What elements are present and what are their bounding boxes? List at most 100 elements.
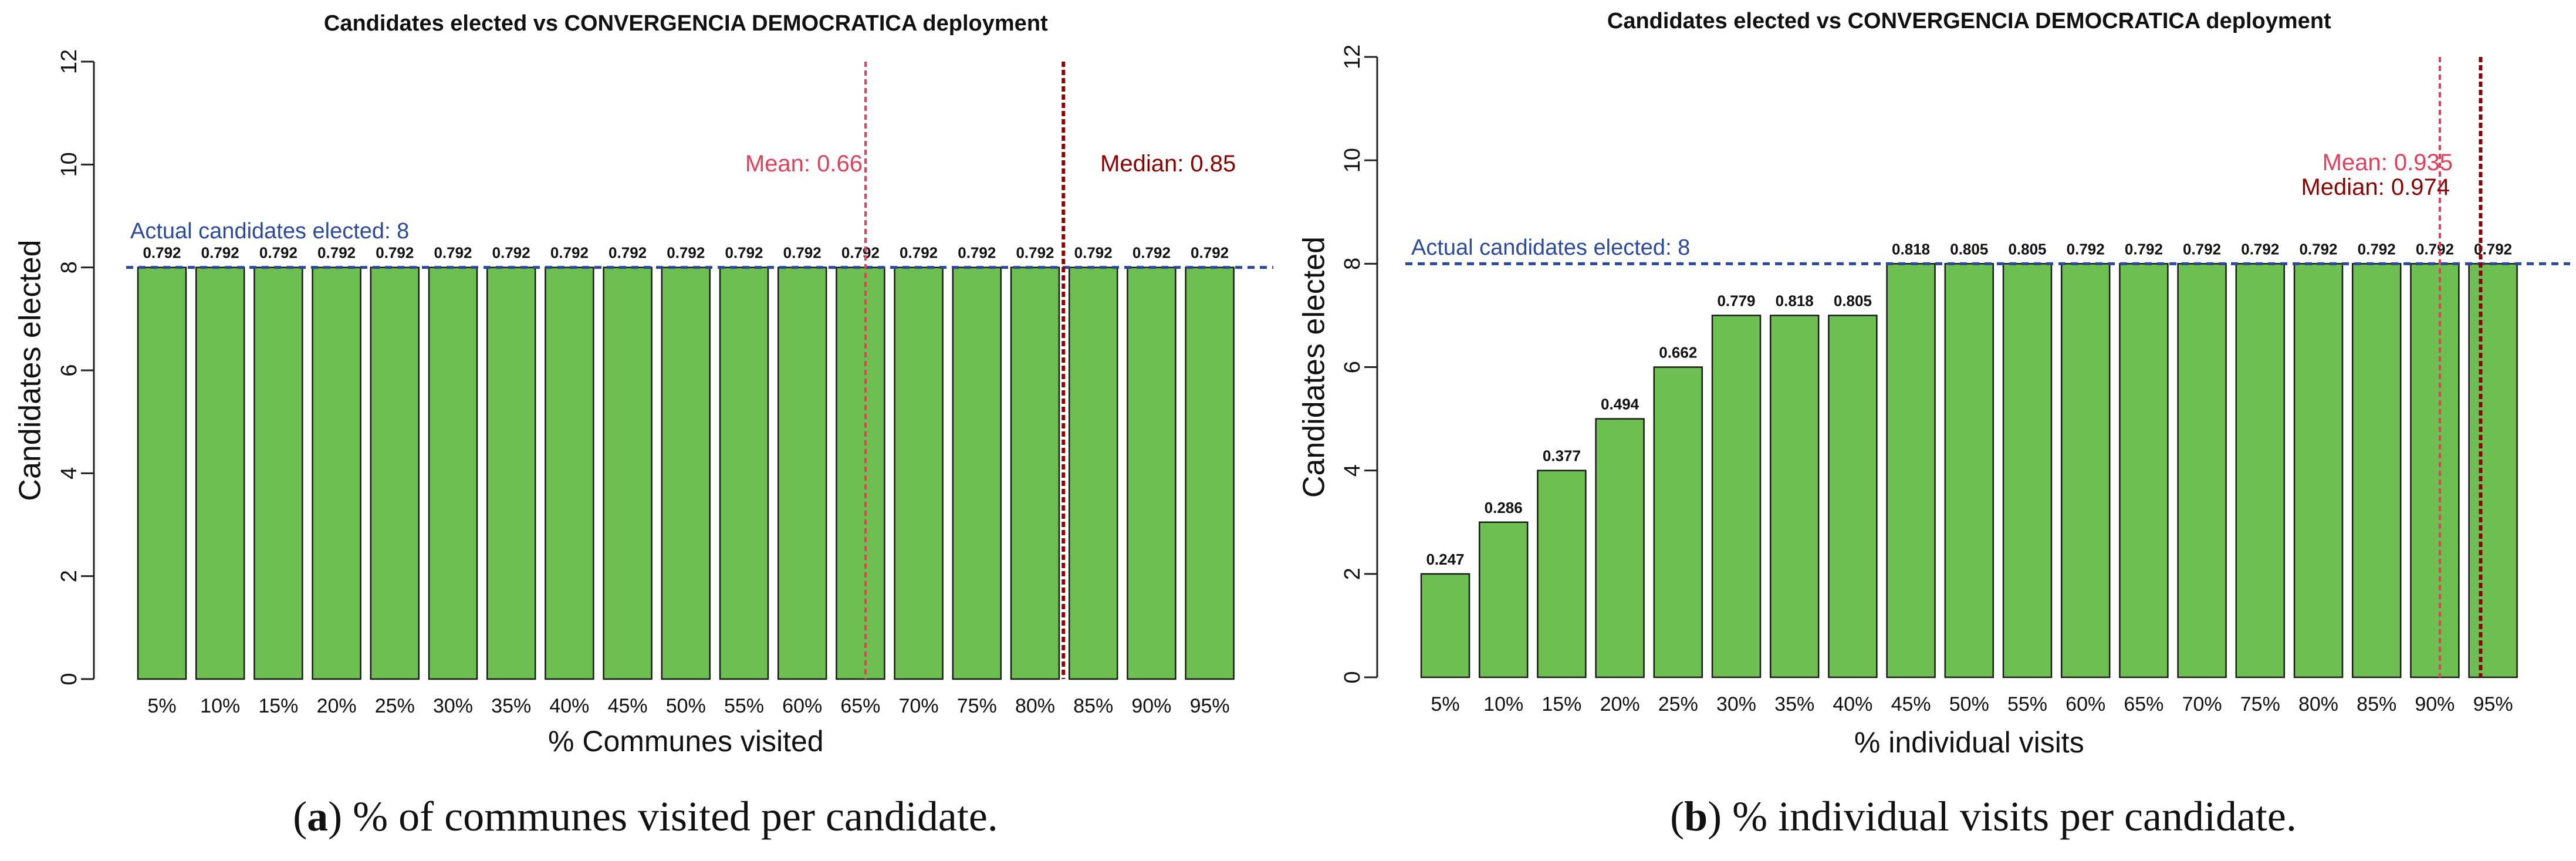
p1-data-label-85%: 0.792 [1074, 244, 1113, 262]
p2-x-tick-label-85%: 85% [2357, 693, 2396, 715]
p1-bar-20% [312, 266, 361, 680]
p1-bar-55% [719, 266, 769, 680]
p2-bar-20% [1595, 418, 1645, 678]
p2-y-tick-label-10: 10 [1340, 148, 1365, 173]
p2-reference-label: Actual candidates elected: 8 [1411, 235, 1690, 260]
p2-data-label-90%: 0.792 [2416, 240, 2454, 258]
p1-x-tick-label-35%: 35% [491, 695, 531, 717]
p1-x-tick-label-55%: 55% [724, 695, 764, 717]
p2-x-tick-label-95%: 95% [2473, 693, 2513, 715]
p2-data-label-55%: 0.805 [2008, 240, 2046, 258]
p2-bar-30% [1711, 315, 1762, 678]
p2-y-tick-label-6: 6 [1340, 361, 1365, 373]
p1-x-tick-label-85%: 85% [1073, 695, 1113, 717]
p1-data-label-5%: 0.792 [143, 244, 181, 262]
p2-bar-25% [1653, 366, 1703, 678]
p1-x-tick-label-80%: 80% [1015, 695, 1055, 717]
p2-data-label-80%: 0.792 [2299, 240, 2337, 258]
p2-bar-50% [1944, 263, 1994, 678]
p2-x-tick-label-20%: 20% [1600, 693, 1640, 715]
p1-data-label-50%: 0.792 [667, 244, 705, 262]
p2-data-label-60%: 0.792 [2067, 240, 2105, 258]
p2-bar-75% [2235, 263, 2286, 678]
p2-bar-95% [2468, 263, 2518, 678]
p1-data-label-60%: 0.792 [783, 244, 822, 262]
p2-bar-60% [2060, 263, 2111, 678]
p1-bar-60% [777, 266, 827, 680]
p1-median-label: Median: 0.85 [1100, 151, 1236, 177]
p2-x-tick-label-25%: 25% [1658, 693, 1698, 715]
p2-bar-10% [1478, 521, 1529, 678]
p2-bar-65% [2119, 263, 2169, 678]
p2-x-tick-label-80%: 80% [2298, 693, 2338, 715]
p2-mean-label: Mean: 0.935 [2323, 150, 2453, 175]
p1-y-label: Candidates elected [13, 239, 48, 501]
p1-data-label-40%: 0.792 [550, 244, 589, 262]
p2-y-tick-label-4: 4 [1340, 464, 1365, 477]
p2-data-label-25%: 0.662 [1659, 344, 1697, 362]
p2-median-label: Median: 0.974 [2301, 174, 2450, 200]
p2-x-tick-label-10%: 10% [1483, 693, 1523, 715]
p1-bar-45% [603, 266, 653, 680]
caption-b-letter: b [1684, 793, 1708, 840]
p1-x-tick-label-90%: 90% [1131, 695, 1171, 717]
p2-data-label-30%: 0.779 [1717, 292, 1755, 309]
p2-x-tick-label-60%: 60% [2065, 693, 2105, 715]
p1-bar-65% [836, 266, 885, 680]
p2-data-label-70%: 0.792 [2183, 240, 2221, 258]
p1-data-label-15%: 0.792 [259, 244, 298, 262]
p2-x-tick-label-65%: 65% [2124, 693, 2163, 715]
p1-data-label-75%: 0.792 [958, 244, 996, 262]
p1-x-tick-label-5%: 5% [147, 695, 176, 717]
p2-x-tick-label-90%: 90% [2415, 693, 2455, 715]
p1-bar-50% [661, 266, 711, 680]
p1-data-label-70%: 0.792 [900, 244, 938, 262]
p1-bar-75% [952, 266, 1002, 680]
p1-data-label-90%: 0.792 [1133, 244, 1171, 262]
caption-b: (b) % individual visits per candidate. [1670, 793, 2297, 840]
p2-data-label-15%: 0.377 [1543, 447, 1581, 465]
caption-a-text: % of communes visited per candidate. [342, 793, 998, 840]
p1-bar-25% [370, 266, 420, 680]
p1-bar-35% [486, 266, 536, 680]
p2-x-tick-label-45%: 45% [1891, 693, 1931, 715]
p2-y-tick-label-8: 8 [1340, 258, 1365, 270]
p2-data-label-50%: 0.805 [1950, 240, 1988, 258]
p1-x-label: % Communes visited [548, 725, 824, 758]
p2-x-tick-label-55%: 55% [2007, 693, 2047, 715]
p1-x-tick-label-60%: 60% [782, 695, 822, 717]
p1-y-tick-label-6: 6 [57, 364, 82, 376]
p2-data-label-40%: 0.805 [1834, 292, 1872, 309]
p2-y-tick-label-2: 2 [1340, 568, 1365, 580]
p2-title: Candidates elected vs CONVERGENCIA DEMOC… [1607, 9, 2331, 33]
p1-x-tick-label-45%: 45% [608, 695, 648, 717]
p2-bar-80% [2293, 263, 2344, 678]
p2-x-tick-label-35%: 35% [1774, 693, 1814, 715]
p1-x-tick-label-15%: 15% [258, 695, 298, 717]
p1-x-tick-label-40%: 40% [549, 695, 589, 717]
p2-data-label-75%: 0.792 [2241, 240, 2279, 258]
p2-x-tick-label-50%: 50% [1949, 693, 1989, 715]
p2-x-tick-label-75%: 75% [2240, 693, 2280, 715]
p1-bar-30% [428, 266, 478, 680]
p1-y-tick-label-12: 12 [57, 49, 82, 74]
p1-data-label-95%: 0.792 [1191, 244, 1229, 262]
p1-bar-5% [137, 266, 187, 680]
p2-bar-5% [1420, 573, 1470, 678]
p1-mean-label: Mean: 0.66 [745, 151, 863, 177]
caption-a-letter: a [307, 793, 329, 840]
p2-data-label-35%: 0.818 [1776, 292, 1814, 309]
p2-bar-35% [1769, 315, 1820, 678]
p1-data-label-25%: 0.792 [376, 244, 414, 262]
p1-data-label-10%: 0.792 [201, 244, 239, 262]
p1-bar-70% [894, 266, 944, 680]
p2-data-label-85%: 0.792 [2358, 240, 2396, 258]
p1-data-label-80%: 0.792 [1016, 244, 1054, 262]
p1-data-label-45%: 0.792 [608, 244, 647, 262]
p1-reference-label: Actual candidates elected: 8 [130, 219, 409, 244]
p1-y-tick-label-2: 2 [57, 570, 82, 582]
p2-y-label: Candidates elected [1297, 237, 1331, 498]
caption-b-text: % individual visits per candidate. [1722, 793, 2297, 840]
p2-x-tick-label-5%: 5% [1431, 693, 1459, 715]
p1-x-tick-label-20%: 20% [317, 695, 357, 717]
